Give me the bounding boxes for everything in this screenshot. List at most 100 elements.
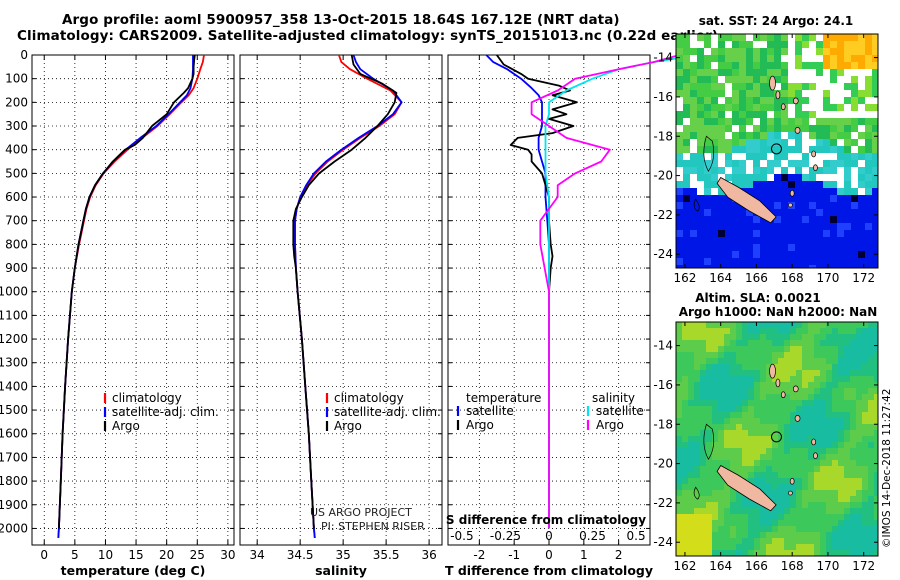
map-cell xyxy=(820,496,827,503)
map-cell xyxy=(838,550,845,556)
map-cell xyxy=(795,216,803,224)
map-cell xyxy=(676,430,683,437)
map-cell xyxy=(788,55,796,63)
map-cell xyxy=(760,430,767,437)
map-cell xyxy=(778,322,785,329)
map-cell xyxy=(753,153,761,161)
map-cell xyxy=(809,195,817,203)
map-cell xyxy=(767,62,775,70)
map-cell xyxy=(874,436,878,443)
map-cell xyxy=(706,532,713,539)
map-cell xyxy=(718,125,726,133)
map-cell xyxy=(704,237,712,245)
map-cell xyxy=(874,358,878,365)
map-cell xyxy=(724,388,731,395)
legend-label: Argo xyxy=(112,419,140,433)
map-cell xyxy=(802,502,809,509)
map-cell xyxy=(711,188,719,196)
map-cell xyxy=(862,472,869,479)
map-cell xyxy=(682,538,689,545)
map-cell xyxy=(754,394,761,401)
map-cell xyxy=(730,526,737,533)
map-cell xyxy=(700,400,707,407)
map-cell xyxy=(690,125,698,133)
map-cell xyxy=(700,370,707,377)
map-cell xyxy=(778,430,785,437)
map-cell xyxy=(816,265,824,268)
map-cell xyxy=(862,382,869,389)
map-cell xyxy=(872,76,878,84)
map-cell xyxy=(742,346,749,353)
map-cell xyxy=(760,125,768,133)
map-cell xyxy=(690,237,698,245)
map-cell xyxy=(694,418,701,425)
map-cell xyxy=(704,69,712,77)
y-tick-label: 200 xyxy=(5,95,28,109)
map-cell xyxy=(856,412,863,419)
map-cell xyxy=(790,346,797,353)
map-cell xyxy=(856,376,863,383)
map-cell xyxy=(858,125,866,133)
map-cell xyxy=(820,334,827,341)
map-cell xyxy=(683,160,691,168)
map-cell xyxy=(795,132,803,140)
map-cell xyxy=(742,466,749,473)
map-cell xyxy=(832,514,839,521)
map-cell xyxy=(711,209,719,217)
map-cell xyxy=(802,340,809,347)
map-cell xyxy=(844,472,851,479)
map-cell xyxy=(766,322,773,329)
map-cell xyxy=(730,334,737,341)
map-cell xyxy=(739,153,747,161)
map-cell xyxy=(823,181,831,189)
map-cell xyxy=(676,436,683,443)
map-cell xyxy=(808,526,815,533)
reef-outline xyxy=(693,486,700,500)
map-cell xyxy=(772,544,779,551)
map-cell xyxy=(736,508,743,515)
map-cell xyxy=(814,370,821,377)
map-cell xyxy=(742,472,749,479)
island xyxy=(792,97,799,105)
map-y-tick-label: -14 xyxy=(653,339,673,353)
map-cell xyxy=(694,526,701,533)
map-cell xyxy=(781,48,789,56)
map-cell xyxy=(712,358,719,365)
map-cell xyxy=(760,442,767,449)
map-cell xyxy=(706,430,713,437)
map-cell xyxy=(850,472,857,479)
map-cell xyxy=(790,472,797,479)
map-cell xyxy=(790,358,797,365)
map-cell xyxy=(802,412,809,419)
map-cell xyxy=(760,550,767,556)
map-cell xyxy=(746,209,754,217)
map-cell xyxy=(700,478,707,485)
map-cell xyxy=(767,167,775,175)
map-cell xyxy=(683,258,691,266)
map-cell xyxy=(808,550,815,556)
map-cell xyxy=(844,496,851,503)
map-cell xyxy=(682,334,689,341)
map-cell xyxy=(796,364,803,371)
map-cell xyxy=(697,97,705,105)
map-cell xyxy=(809,76,817,84)
map-cell xyxy=(830,153,838,161)
map-cell xyxy=(676,41,684,49)
map-cell xyxy=(760,97,768,105)
map-cell xyxy=(732,237,740,245)
map-cell xyxy=(844,490,851,497)
map-cell xyxy=(823,202,831,210)
map-cell xyxy=(844,97,852,105)
map-cell xyxy=(767,69,775,77)
map-cell xyxy=(837,230,845,238)
map-cell xyxy=(844,216,852,224)
map-cell xyxy=(858,132,866,140)
map-cell xyxy=(865,181,873,189)
map-cell xyxy=(795,41,803,49)
map-cell xyxy=(683,209,691,217)
map-cell xyxy=(808,412,815,419)
map-cell xyxy=(808,460,815,467)
map-cell xyxy=(746,188,754,196)
map-cell xyxy=(694,472,701,479)
map-cell xyxy=(826,484,833,491)
